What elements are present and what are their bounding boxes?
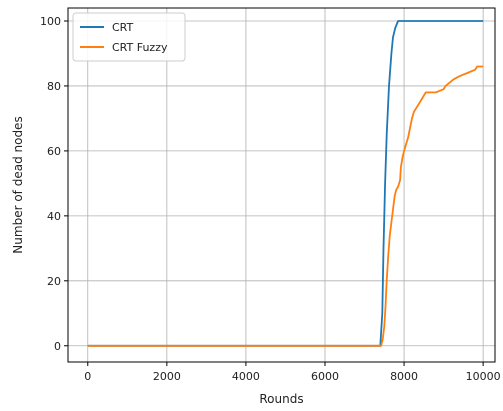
y-axis-label: Number of dead nodes [11,116,25,253]
y-tick-label: 20 [47,275,61,288]
x-axis-label: Rounds [259,392,303,406]
series-line-crt-fuzzy [87,65,484,347]
x-tick-label: 6000 [311,370,339,383]
legend-entry-crt-fuzzy: CRT Fuzzy [112,41,168,54]
y-tick-label: 100 [40,15,61,28]
series-line-crt [87,20,484,347]
legend: CRT CRT Fuzzy [72,12,186,62]
y-tick-label: 60 [47,145,61,158]
x-tick-label: 10000 [466,370,501,383]
x-tick-label: 4000 [232,370,260,383]
legend-box [72,12,186,62]
plot-frame [67,7,496,363]
series-lines [87,20,484,347]
y-tick-label: 40 [47,210,61,223]
axis-ticks: 0 2000 4000 6000 8000 10000 0 20 40 60 80 100 [40,15,501,383]
legend-entry-crt: CRT [112,21,134,34]
y-tick-label: 0 [54,340,61,353]
x-tick-label: 8000 [390,370,418,383]
x-tick-label: 0 [84,370,91,383]
y-tick-label: 80 [47,80,61,93]
x-tick-label: 2000 [153,370,181,383]
